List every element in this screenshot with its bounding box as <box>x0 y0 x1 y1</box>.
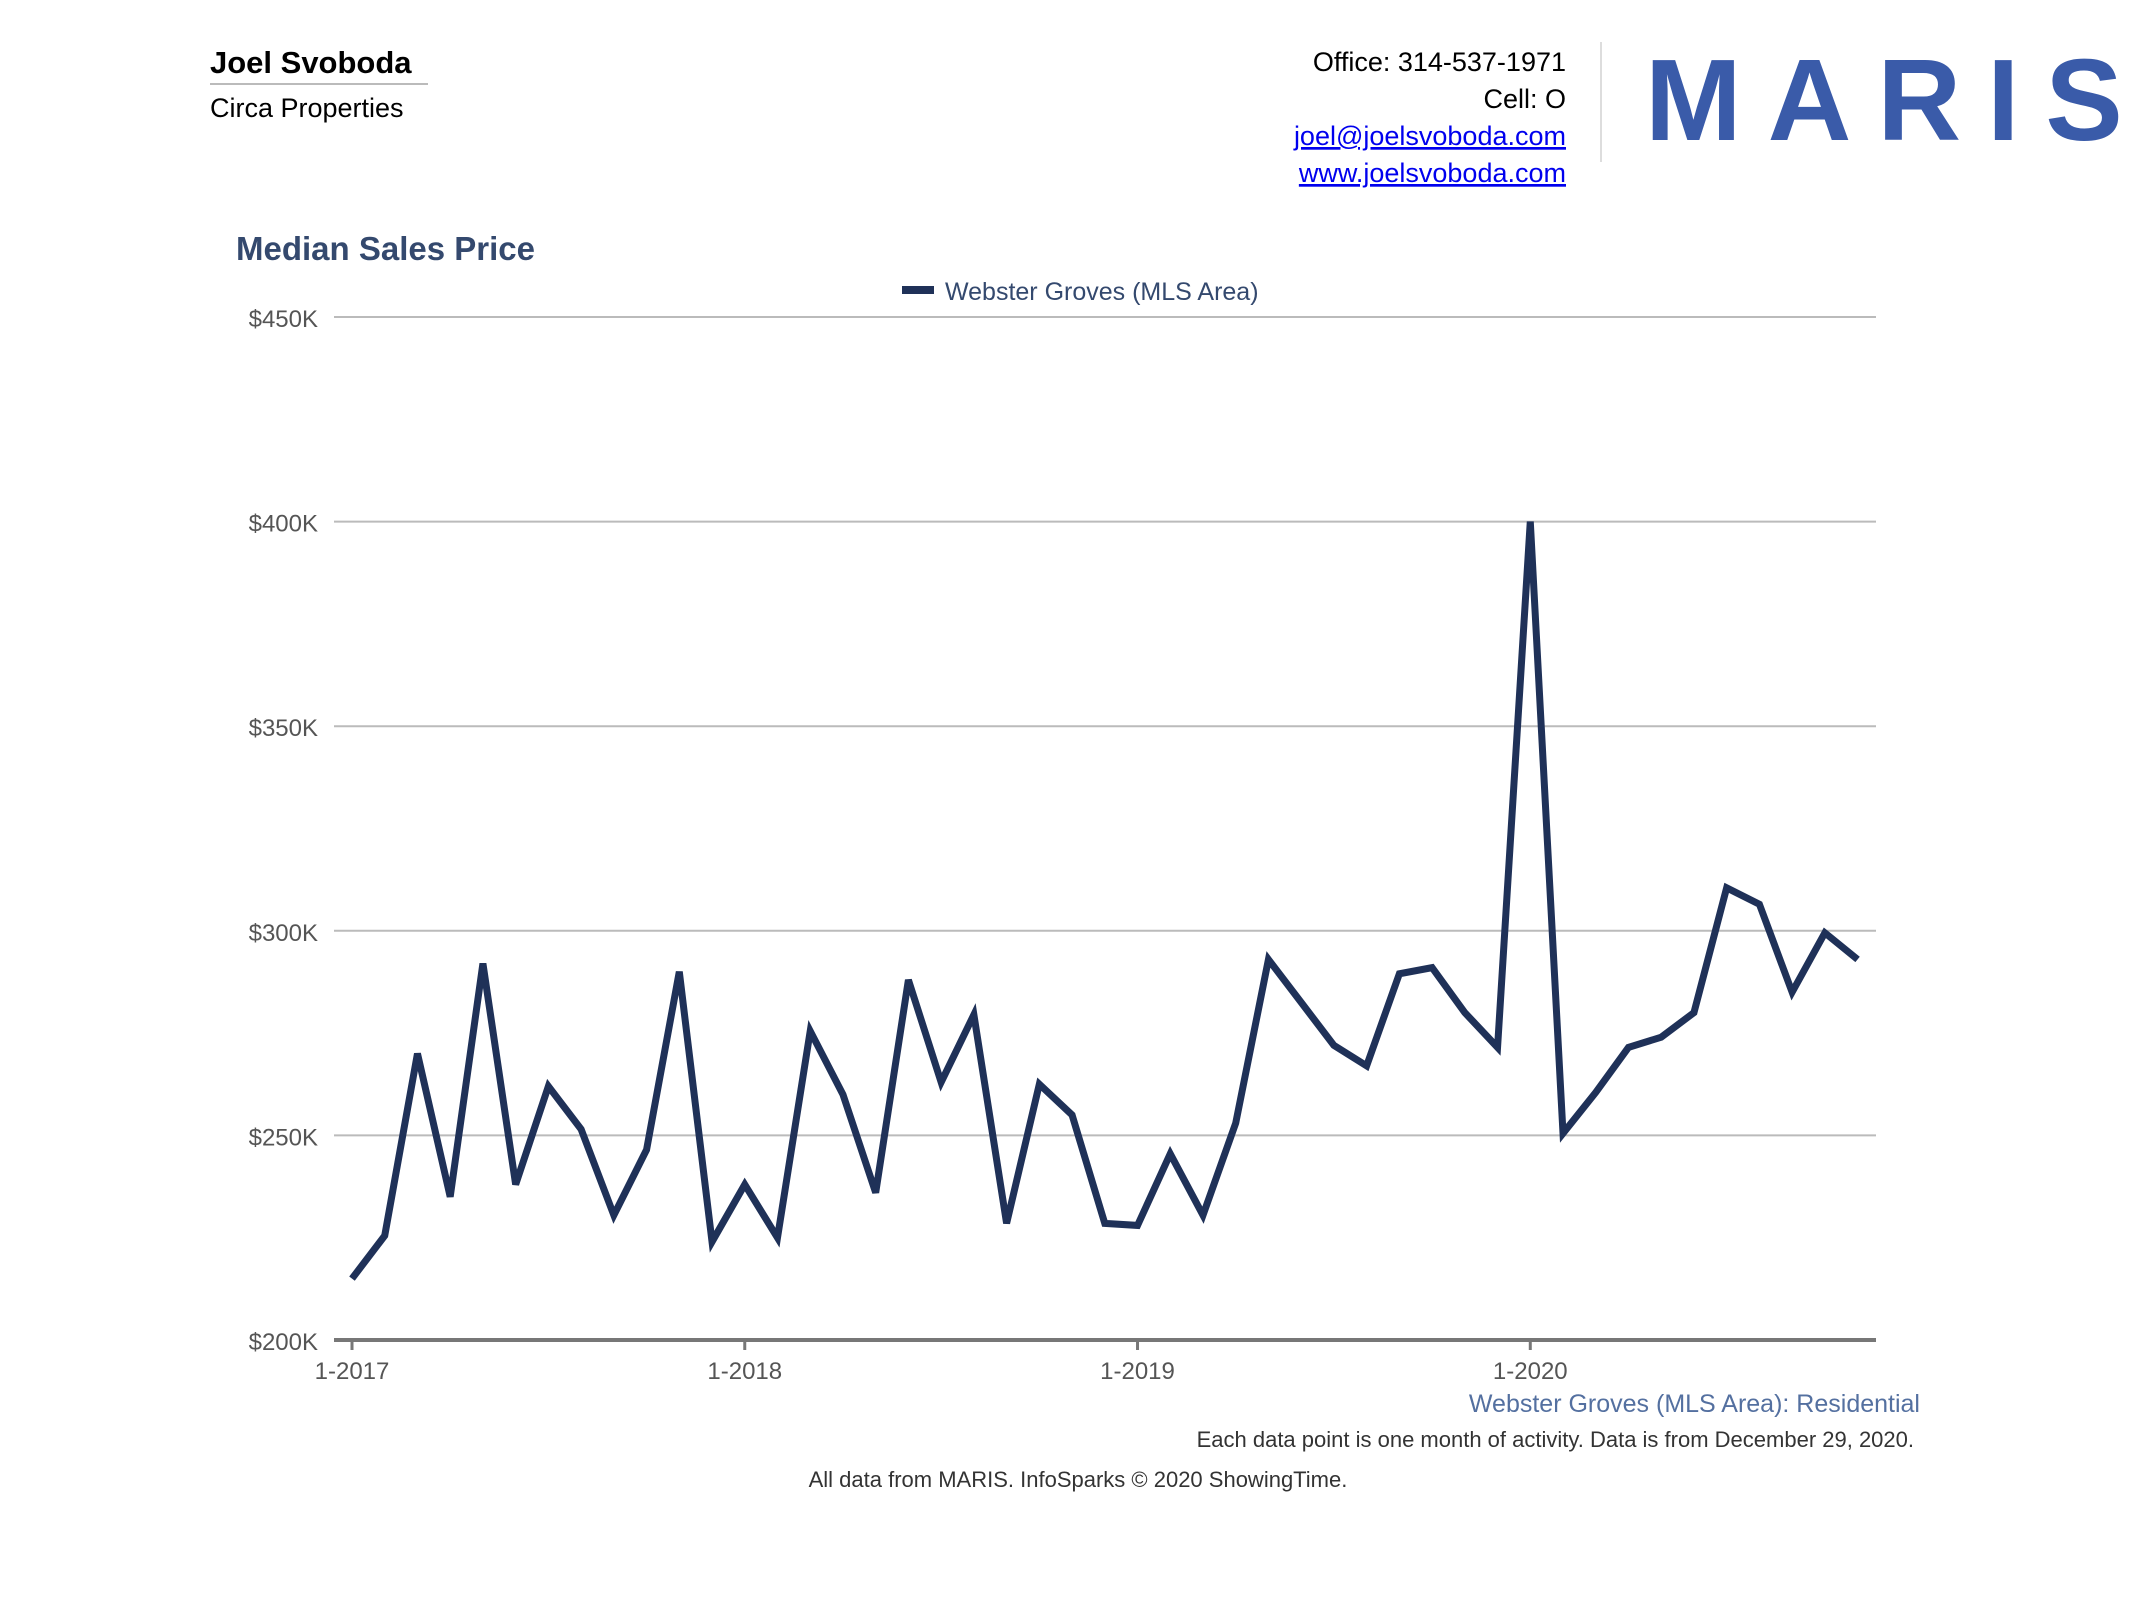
source-note: All data from MARIS. InfoSparks © 2020 S… <box>809 1467 1348 1492</box>
x-tick-label: 1-2018 <box>707 1358 782 1385</box>
x-tick-label: 1-2019 <box>1100 1358 1175 1385</box>
y-tick-label: $450K <box>249 306 318 333</box>
cell-phone: Cell: O <box>1483 84 1566 114</box>
website[interactable]: www.joelsvoboda.com <box>1298 158 1566 188</box>
x-tick-label: 1-2017 <box>315 1358 390 1385</box>
y-tick-label: $400K <box>249 511 318 538</box>
y-tick-label: $250K <box>249 1124 318 1151</box>
logo: MARIS <box>1645 35 2133 165</box>
y-tick-label: $200K <box>249 1329 318 1356</box>
legend-label: Webster Groves (MLS Area) <box>945 278 1259 306</box>
website-link[interactable]: www.joelsvoboda.com <box>1298 158 1566 188</box>
chart-title: Median Sales Price <box>236 230 535 267</box>
email[interactable]: joel@joelsvoboda.com <box>1293 121 1566 151</box>
email-link[interactable]: joel@joelsvoboda.com <box>1293 121 1566 151</box>
y-tick-label: $350K <box>249 715 318 742</box>
agent-name: Joel Svoboda <box>210 45 412 80</box>
chart-note: Each data point is one month of activity… <box>1197 1427 1914 1452</box>
chart-subtitle: Webster Groves (MLS Area): Residential <box>1469 1390 1920 1418</box>
x-tick-label: 1-2020 <box>1493 1358 1568 1385</box>
office-phone: Office: 314-537-1971 <box>1313 47 1566 77</box>
data-line <box>349 521 1860 1281</box>
y-tick-label: $300K <box>249 920 318 947</box>
agent-company: Circa Properties <box>210 93 404 123</box>
legend-swatch <box>902 286 934 294</box>
